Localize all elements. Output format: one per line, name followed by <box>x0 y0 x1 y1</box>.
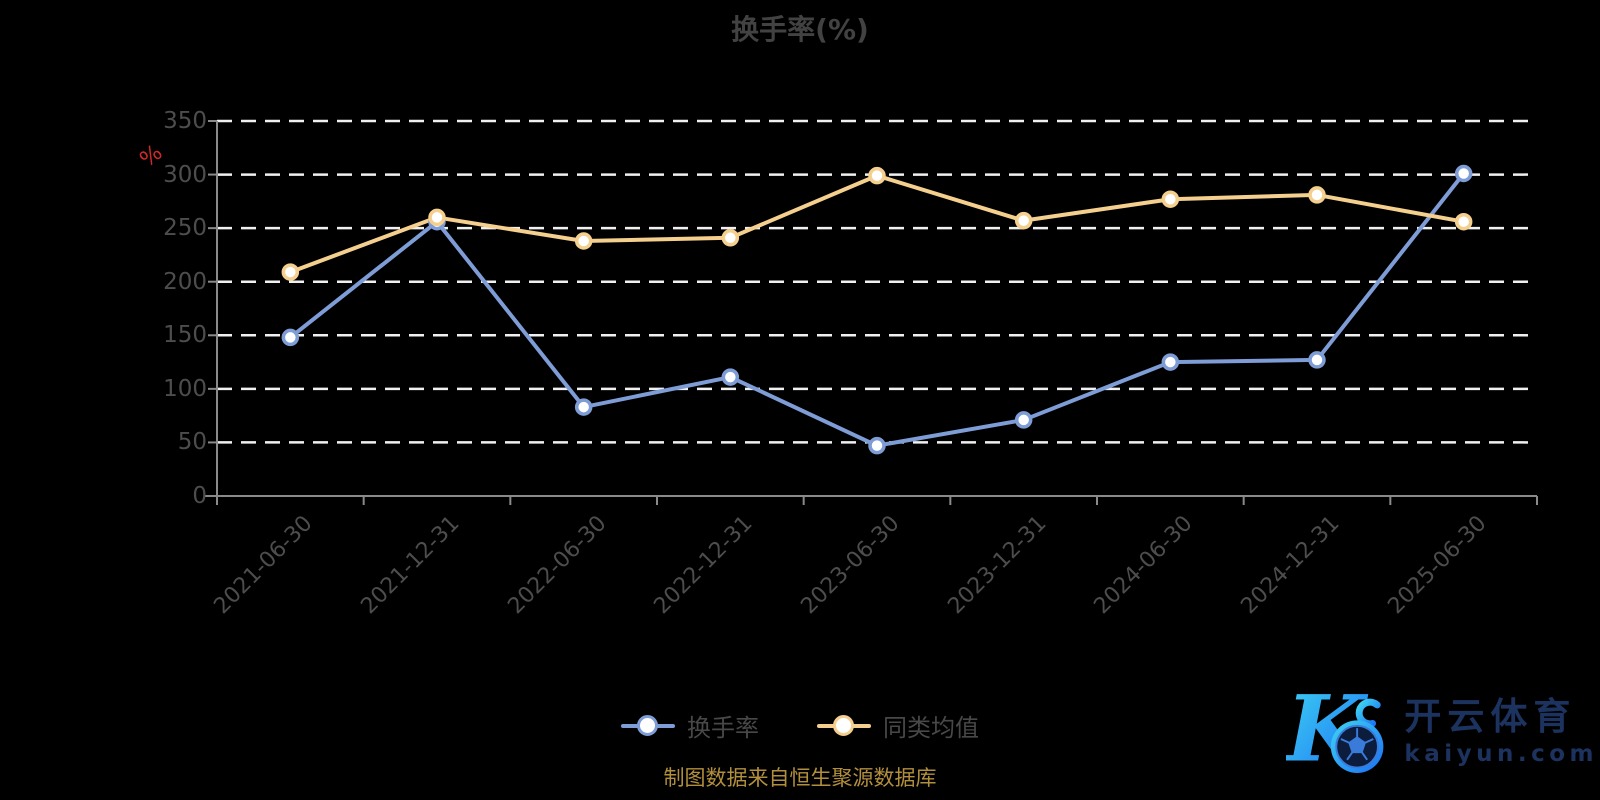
y-axis-tick-label: 100 <box>163 375 207 402</box>
legend-label: 同类均值 <box>883 714 979 742</box>
line-circle-marker-icon <box>817 713 871 739</box>
y-axis-tick-label: 0 <box>192 483 207 509</box>
y-axis-tick-label: 50 <box>177 429 207 456</box>
y-axis-tick-label: 250 <box>163 215 207 242</box>
line-circle-marker-icon <box>621 713 675 739</box>
y-axis-tick-label: 200 <box>163 268 207 295</box>
watermark: K 开云体育 kaiyun.com <box>1286 668 1598 796</box>
legend: 换手率 同类均值 <box>0 708 1600 743</box>
legend-label: 换手率 <box>687 714 759 742</box>
soccer-ball-icon <box>1335 724 1379 769</box>
watermark-url: kaiyun.com <box>1404 741 1598 767</box>
line-chart-canvas[interactable] <box>0 0 1600 640</box>
watermark-brand-name: 开云体育 <box>1404 695 1577 738</box>
y-axis-tick-label: 350 <box>163 108 207 134</box>
kaiyun-logo-icon: K <box>1286 675 1384 783</box>
y-axis-tick-label: 300 <box>163 161 207 188</box>
data-source-note: 制图数据来自恒生聚源数据库 <box>663 766 937 790</box>
legend-item-series-1[interactable]: 换手率 <box>621 708 759 743</box>
chart-title: 换手率(%) <box>731 13 869 46</box>
legend-item-series-2[interactable]: 同类均值 <box>817 708 979 743</box>
y-axis-tick-label: 150 <box>163 322 207 349</box>
